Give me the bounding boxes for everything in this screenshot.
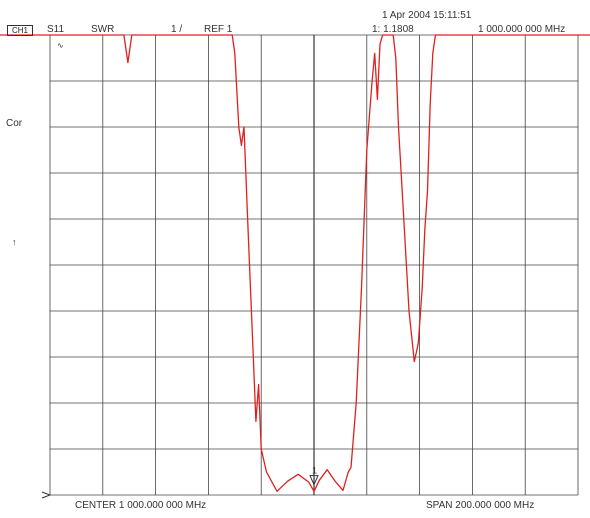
trace-type-icon: ∿ xyxy=(57,41,64,50)
marker-arrow-icon: ↑ xyxy=(12,237,17,247)
marker-1-icon[interactable] xyxy=(309,475,319,486)
reference-position-icon xyxy=(41,491,52,499)
timestamp: 1 Apr 2004 15:11:51 xyxy=(382,10,472,21)
graticule xyxy=(41,34,579,499)
marker-1-label: 1 xyxy=(312,466,317,476)
span-frequency: SPAN 200.000 000 MHz xyxy=(426,500,535,511)
cor-label: Cor xyxy=(6,118,23,129)
format-label: SWR xyxy=(91,24,115,35)
channel-indicator[interactable]: CH1 xyxy=(7,25,33,36)
marker-readout: 1: 1.1808 xyxy=(372,24,414,35)
parameter-label: S11 xyxy=(47,24,65,35)
marker-layer: 1∿ xyxy=(57,41,319,486)
center-frequency: CENTER 1 000.000 000 MHz xyxy=(75,500,207,511)
swr-trace xyxy=(0,34,590,492)
reference-label: REF 1 xyxy=(204,24,233,35)
trace-layer xyxy=(0,34,590,492)
scale-label: 1 / xyxy=(171,24,183,35)
marker-frequency: 1 000.000 000 MHz xyxy=(478,24,566,35)
